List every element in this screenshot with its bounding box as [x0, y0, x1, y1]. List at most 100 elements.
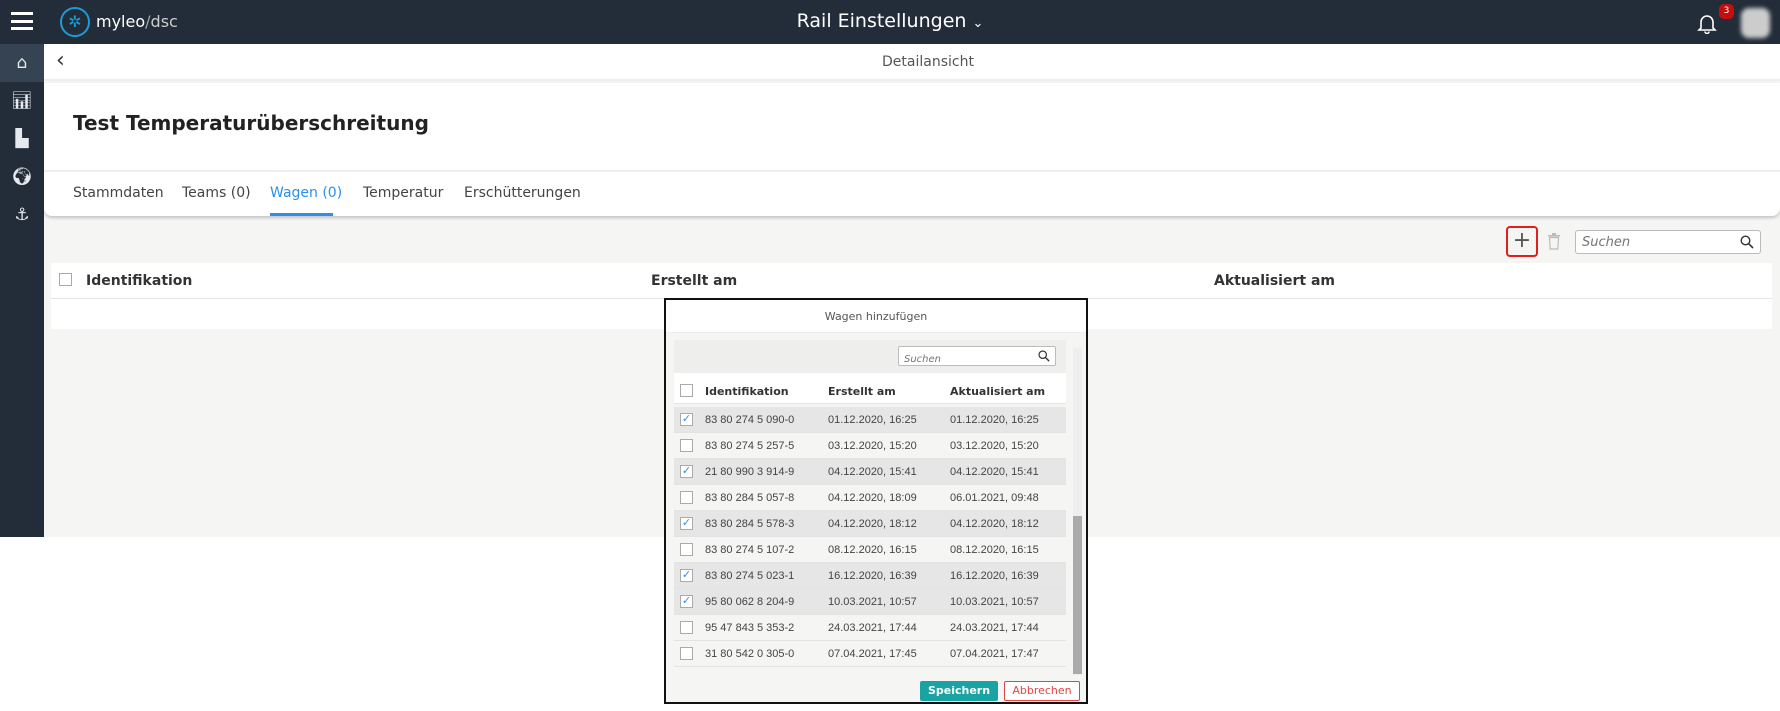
dialog-row[interactable]: ✓ 95 80 062 8 204-9 10.03.2021, 10:57 10…	[674, 589, 1066, 615]
row-checkbox[interactable]: ✓	[680, 413, 693, 426]
row-erstellt: 04.12.2020, 15:41	[828, 466, 917, 478]
column-header-identifikation[interactable]: Identifikation	[86, 273, 193, 289]
tab-teams[interactable]: Teams (0)	[182, 185, 251, 201]
row-aktualisiert: 04.12.2020, 15:41	[950, 466, 1039, 478]
save-button[interactable]: Speichern	[920, 681, 998, 701]
sidebar-item-dashboard[interactable]: ▙	[0, 120, 44, 158]
row-aktualisiert: 10.03.2021, 10:57	[950, 596, 1039, 608]
row-checkbox[interactable]	[680, 439, 693, 452]
row-checkbox[interactable]: ✓	[680, 569, 693, 582]
row-aktualisiert: 16.12.2020, 16:39	[950, 570, 1039, 582]
back-chevron-icon[interactable]: ‹	[56, 48, 65, 73]
row-checkbox[interactable]: ✓	[680, 517, 693, 530]
tab-wagen[interactable]: Wagen (0)	[270, 185, 343, 201]
row-identifikation: 31 80 542 0 305-0	[705, 648, 795, 660]
anchor-icon: ⚓︎	[14, 205, 30, 225]
dialog-search-field[interactable]	[898, 346, 1056, 366]
row-erstellt: 04.12.2020, 18:12	[828, 518, 917, 530]
search-icon	[1038, 350, 1050, 362]
dialog-row[interactable]: 83 80 284 5 057-8 04.12.2020, 18:09 06.0…	[674, 485, 1066, 511]
row-checkbox[interactable]: ✓	[680, 465, 693, 478]
row-erstellt: 03.12.2020, 15:20	[828, 440, 917, 452]
dialog-row[interactable]: 95 47 843 5 353-2 24.03.2021, 17:44 24.0…	[674, 615, 1066, 641]
trash-icon[interactable]	[1547, 233, 1561, 250]
row-checkbox[interactable]	[680, 647, 693, 660]
row-aktualisiert: 03.12.2020, 15:20	[950, 440, 1039, 452]
search-input[interactable]	[1582, 235, 1732, 250]
divider	[44, 170, 1780, 172]
row-erstellt: 08.12.2020, 16:15	[828, 544, 917, 556]
sidebar-item-anchor[interactable]: ⚓︎	[0, 196, 44, 234]
add-button[interactable]: +	[1506, 226, 1538, 257]
active-tab-indicator	[270, 213, 333, 216]
row-identifikation: 21 80 990 3 914-9	[705, 466, 795, 478]
search-icon	[1740, 235, 1754, 249]
plus-icon: +	[1512, 228, 1532, 253]
add-wagen-dialog: Wagen hinzufügen Identifikation Erstellt…	[664, 298, 1088, 704]
row-erstellt: 01.12.2020, 16:25	[828, 414, 917, 426]
chevron-down-icon: ⌄	[972, 16, 984, 31]
row-aktualisiert: 06.01.2021, 09:48	[950, 492, 1039, 504]
row-identifikation: 83 80 274 5 107-2	[705, 544, 795, 556]
row-identifikation: 83 80 274 5 090-0	[705, 414, 795, 426]
dialog-row[interactable]: ✓ 83 80 274 5 090-0 01.12.2020, 16:25 01…	[674, 407, 1066, 433]
row-checkbox[interactable]: ✓	[680, 595, 693, 608]
avatar[interactable]	[1741, 8, 1770, 38]
row-checkbox[interactable]	[680, 621, 693, 634]
dialog-select-all-checkbox[interactable]	[680, 384, 693, 397]
row-aktualisiert: 07.04.2021, 17:47	[950, 648, 1039, 660]
tab-stammdaten[interactable]: Stammdaten	[73, 185, 164, 201]
dialog-title: Wagen hinzufügen	[824, 310, 928, 323]
dialog-row[interactable]: ✓ 83 80 274 5 023-1 16.12.2020, 16:39 16…	[674, 563, 1066, 589]
sidebar-item-home[interactable]: ⌂	[0, 44, 44, 82]
dialog-row[interactable]: 83 80 274 5 257-5 03.12.2020, 15:20 03.1…	[674, 433, 1066, 459]
hamburger-menu-icon[interactable]	[11, 12, 33, 30]
logo[interactable]: myleo/dsc	[96, 12, 178, 31]
app-suffix: dsc	[150, 12, 178, 31]
row-checkbox[interactable]	[680, 491, 693, 504]
row-erstellt: 24.03.2021, 17:44	[828, 622, 917, 634]
scrollbar-track[interactable]	[1073, 348, 1082, 675]
row-checkbox[interactable]	[680, 543, 693, 556]
select-all-checkbox[interactable]	[59, 273, 72, 286]
chart-icon: 📊︎	[11, 91, 33, 111]
row-aktualisiert: 08.12.2020, 16:15	[950, 544, 1039, 556]
dialog-search-input[interactable]	[904, 354, 1024, 365]
sidebar-item-globe[interactable]: 🌍︎	[0, 158, 44, 196]
row-aktualisiert: 01.12.2020, 16:25	[950, 414, 1039, 426]
row-identifikation: 95 47 843 5 353-2	[705, 622, 795, 634]
column-header-erstellt[interactable]: Erstellt am	[651, 273, 738, 289]
tab-erschuetterungen[interactable]: Erschütterungen	[464, 185, 581, 201]
dialog-row[interactable]: 31 80 542 0 305-0 07.04.2021, 17:45 07.0…	[674, 641, 1066, 667]
row-erstellt: 07.04.2021, 17:45	[828, 648, 917, 660]
dialog-column-aktualisiert[interactable]: Aktualisiert am	[950, 385, 1046, 398]
subheader-title: Detailansicht	[882, 54, 974, 70]
bell-icon[interactable]	[1697, 12, 1717, 34]
row-identifikation: 83 80 274 5 023-1	[705, 570, 795, 582]
globe-icon: 🌍︎	[11, 167, 33, 187]
dialog-column-identifikation[interactable]: Identifikation	[705, 385, 789, 398]
row-erstellt: 04.12.2020, 18:09	[828, 492, 917, 504]
row-erstellt: 10.03.2021, 10:57	[828, 596, 917, 608]
scrollbar-thumb[interactable]	[1073, 516, 1082, 674]
dialog-column-erstellt[interactable]: Erstellt am	[828, 385, 896, 398]
app-title-dropdown[interactable]: Rail Einstellungen ⌄	[790, 10, 990, 32]
detail-card: Test Temperaturüberschreitung	[44, 83, 1780, 216]
row-aktualisiert: 04.12.2020, 18:12	[950, 518, 1039, 530]
search-field[interactable]	[1575, 230, 1761, 254]
column-header-aktualisiert[interactable]: Aktualisiert am	[1214, 273, 1335, 289]
home-icon: ⌂	[16, 53, 28, 73]
tab-temperatur[interactable]: Temperatur	[363, 185, 444, 201]
page-title: Test Temperaturüberschreitung	[73, 111, 429, 135]
row-identifikation: 83 80 284 5 578-3	[705, 518, 795, 530]
sidebar-item-chart[interactable]: 📊︎	[0, 82, 44, 120]
dialog-row[interactable]: 83 80 274 5 107-2 08.12.2020, 16:15 08.1…	[674, 537, 1066, 563]
notification-badge: 3	[1719, 4, 1734, 19]
row-identifikation: 83 80 274 5 257-5	[705, 440, 795, 452]
logo-icon: ✲	[60, 7, 90, 37]
cancel-button[interactable]: Abbrechen	[1004, 681, 1080, 701]
top-bar: ✲ myleo/dsc Rail Einstellungen ⌄ 3	[0, 0, 1780, 44]
dialog-row[interactable]: ✓ 83 80 284 5 578-3 04.12.2020, 18:12 04…	[674, 511, 1066, 537]
dialog-row[interactable]: ✓ 21 80 990 3 914-9 04.12.2020, 15:41 04…	[674, 459, 1066, 485]
dashboard-icon: ▙	[15, 129, 29, 149]
